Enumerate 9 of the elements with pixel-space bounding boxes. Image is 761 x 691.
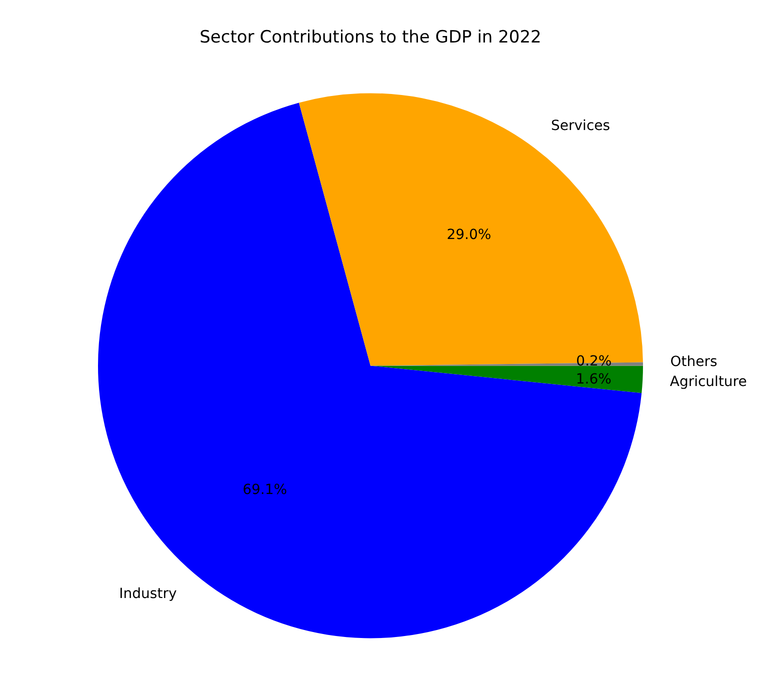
chart-title: Sector Contributions to the GDP in 2022 xyxy=(200,28,542,48)
data-label: 69.1% xyxy=(242,482,288,498)
data-label: 1.6% xyxy=(576,371,612,388)
slice-label: Services xyxy=(551,118,610,134)
data-label: 0.2% xyxy=(576,353,612,370)
slice-label: Others xyxy=(670,354,718,370)
slice-label: Industry xyxy=(119,586,177,602)
data-label: 29.0% xyxy=(446,226,492,243)
slice-label: Agriculture xyxy=(670,374,747,390)
